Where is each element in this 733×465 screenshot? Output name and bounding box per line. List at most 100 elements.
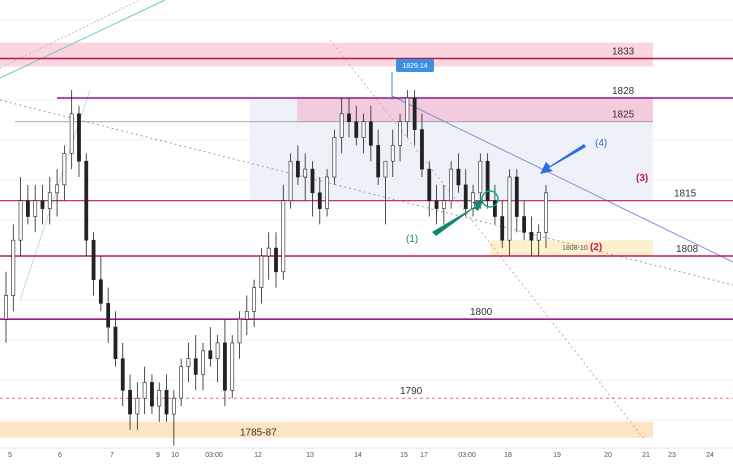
trendline-dotted-down [0, 99, 733, 286]
candle-body [18, 200, 23, 241]
candle-body [478, 160, 483, 194]
candle-body [310, 168, 315, 194]
candle-body [398, 121, 402, 146]
candle [500, 200, 505, 249]
candle [544, 184, 548, 249]
candle [201, 342, 205, 391]
level-label-1833: 1833 [612, 47, 635, 58]
zone-4 [0, 421, 653, 438]
arrow-1 [432, 200, 484, 236]
x-tick-label: 15 [400, 452, 408, 459]
candle-body [47, 192, 52, 209]
level-label-1815: 1815 [674, 189, 697, 200]
candle-body [157, 389, 162, 407]
candle-layer [4, 90, 548, 446]
candle [55, 169, 59, 217]
candle-body [536, 232, 541, 241]
candle [135, 382, 140, 430]
x-tick-label: 18 [504, 452, 512, 459]
candle [266, 232, 271, 280]
candle-body [274, 247, 278, 273]
zone-layer: 1808-10 1785-87 [0, 42, 653, 439]
candle [157, 382, 162, 422]
candle-body [405, 97, 410, 123]
candle [179, 358, 184, 407]
candle [120, 342, 125, 407]
candle [128, 374, 132, 430]
x-axis: 5 6 7 9 10 03:00 12 13 14 15 17 03:00 18 19 20 21 23 24 [0, 447, 733, 459]
x-tick-label: 10 [171, 452, 179, 459]
candle [113, 311, 118, 367]
candle [412, 90, 417, 146]
x-tick-label: 19 [553, 452, 561, 459]
candle-body [259, 255, 264, 288]
annotation-3: (3) [636, 173, 648, 184]
candle-body [456, 168, 461, 186]
candle-body [55, 184, 59, 194]
peak-label: 1829.14 [391, 58, 434, 100]
candle-body [500, 216, 505, 241]
candle [33, 184, 38, 233]
candle [354, 105, 359, 146]
candle-body [4, 295, 8, 320]
candle [434, 184, 439, 225]
candle-body [368, 121, 373, 146]
candle-body [412, 97, 417, 130]
candle [376, 129, 381, 185]
candle [91, 232, 96, 296]
candle-body [179, 366, 184, 399]
candle [18, 177, 23, 256]
level-layer: 1833 1828 1825 1815 1808 1800 1790 [0, 47, 733, 399]
candle-body [150, 382, 154, 407]
candle-body [120, 358, 125, 391]
candle-body [91, 239, 96, 280]
candle [478, 153, 483, 209]
candle-body [347, 113, 351, 123]
candle-body [171, 397, 176, 415]
candle [230, 335, 235, 399]
candle [98, 256, 103, 312]
candle [259, 248, 264, 304]
trendline-dotted [0, 0, 141, 69]
candle-body [135, 397, 140, 415]
x-tick-label: 6 [58, 452, 62, 459]
candle-body [128, 389, 132, 415]
candle-body [449, 168, 454, 202]
candle [339, 98, 344, 154]
candle [295, 145, 300, 185]
candle-body [186, 358, 191, 367]
annotation-2: (2) [590, 242, 602, 253]
candle-body [361, 121, 366, 138]
candle [47, 177, 52, 225]
candle-body [441, 200, 446, 209]
candle-body [84, 160, 89, 241]
candle-body [507, 176, 512, 241]
candle [208, 327, 213, 367]
candle-body [514, 176, 519, 217]
annotation-1: (1) [406, 234, 418, 245]
trendline-blue [391, 95, 733, 263]
candle [441, 184, 446, 225]
highlight-circle [481, 190, 499, 208]
candle [171, 390, 176, 446]
candle-body [485, 160, 490, 201]
level-label-1790: 1790 [400, 386, 423, 397]
trendline-teal [0, 0, 166, 79]
candle [11, 224, 16, 312]
candle-body [77, 113, 81, 162]
candle [420, 113, 424, 177]
background-layer [0, 19, 733, 421]
candle [529, 216, 534, 256]
candle-body [113, 326, 118, 360]
candle-body [33, 200, 38, 217]
peak-label-box [396, 58, 434, 72]
candle [368, 105, 373, 162]
candle [522, 200, 527, 241]
candle-body [237, 318, 242, 344]
candle-body [295, 160, 300, 178]
candle [536, 224, 541, 256]
candle [288, 153, 293, 209]
level-label-1808: 1808 [676, 244, 699, 255]
candle [325, 169, 329, 217]
candle [310, 161, 315, 217]
